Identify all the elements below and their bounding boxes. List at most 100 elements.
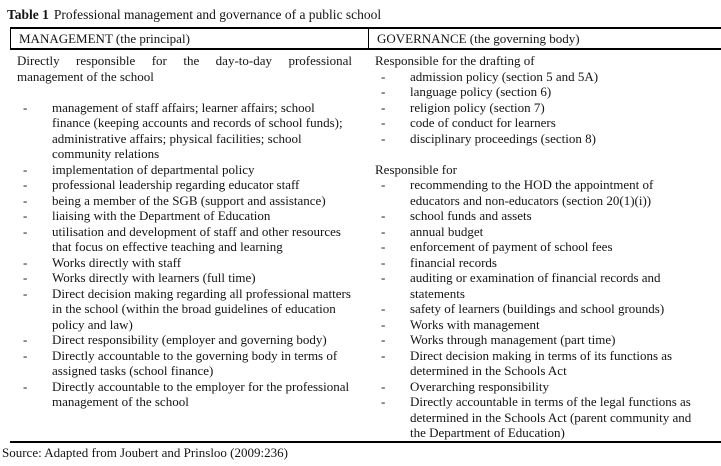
management-column: Directly responsible for the day-to-day …: [10, 50, 368, 441]
bullet-dash-icon: -: [381, 239, 386, 254]
bullet-item: - admission policy (section 5 and 5A): [375, 69, 706, 85]
bullet-item: - being a member of the SGB (support and …: [17, 193, 352, 209]
bullet-item: - Works directly with staff: [17, 255, 352, 271]
bullet-text: Works with management: [410, 316, 540, 332]
bullet-item: - school funds and assets: [375, 208, 706, 224]
bullet-dash-icon: -: [23, 285, 28, 301]
paragraph: Responsible for: [375, 161, 457, 177]
bullet-item: - auditing or examination of financial re…: [375, 270, 706, 301]
governance-column: Responsible for the drafting of - admissio…: [368, 50, 721, 441]
bullet-text: being a member of the SGB (support and a…: [52, 192, 326, 208]
bullet-dash-icon: -: [381, 347, 386, 363]
bullet-item: - Works with management: [375, 317, 706, 333]
bullet-text: code of conduct for learners: [410, 115, 556, 130]
bullet-dash-icon: -: [381, 68, 386, 84]
bullet-text: implementation of departmental policy: [52, 161, 255, 177]
bullet-dash-icon: -: [23, 208, 28, 223]
bullet-item: - disciplinary proceedings (section 8): [375, 131, 706, 147]
bullet-dash-icon: -: [381, 301, 386, 316]
bullet-text: disciplinary proceedings (section 8): [410, 130, 596, 146]
bullet-text: safety of learners (buildings and school…: [410, 301, 665, 316]
bullet-text: Direct decision making in terms of its f…: [410, 347, 673, 379]
bullet-text: utilisation and development of staff and…: [52, 223, 341, 255]
bullet-dash-icon: -: [381, 130, 386, 146]
bullet-text: liaising with the Department of Educatio…: [52, 208, 271, 223]
bullet-dash-icon: -: [23, 270, 28, 285]
blank-line: [17, 84, 352, 100]
bullet-text: language policy (section 6): [410, 84, 552, 99]
bullet-item: - religion policy (section 7): [375, 100, 706, 116]
bullet-dash-icon: -: [381, 84, 386, 99]
bullet-text: Works directly with learners (full time): [52, 270, 256, 285]
bullet-text: Directly accountable to the governing bo…: [52, 347, 338, 379]
blank-line: [375, 146, 706, 162]
table-header-row: MANAGEMENT (the principal) GOVERNANCE (t…: [10, 29, 721, 50]
bullet-item: - Directly accountable to the employer fo…: [17, 379, 352, 410]
bullet-dash-icon: -: [381, 270, 386, 285]
bullet-dash-icon: -: [381, 332, 386, 347]
bullet-text: Direct decision making regarding all pro…: [52, 285, 351, 332]
bullet-dash-icon: -: [23, 332, 28, 347]
bullet-item: - management of staff affairs; learner af…: [17, 100, 352, 162]
bullet-text: Works through management (part time): [410, 332, 616, 347]
bullet-dash-icon: -: [23, 347, 28, 363]
bullet-text: recommending to the HOD the appointment …: [410, 177, 654, 208]
bullet-dash-icon: -: [381, 316, 386, 332]
bullet-text: admission policy (section 5 and 5A): [410, 68, 599, 84]
header-cell-management: MANAGEMENT (the principal): [10, 29, 368, 48]
bullet-dash-icon: -: [23, 161, 28, 177]
bullet-text: financial records: [410, 254, 497, 270]
table-title: Table 1 Professional management and gover…: [0, 0, 721, 24]
table-body-row: Directly responsible for the day-to-day …: [10, 50, 721, 443]
bullet-item: - safety of learners (buildings and schoo…: [375, 301, 706, 317]
bullet-item: - liaising with the Department of Educati…: [17, 208, 352, 224]
bullet-text: Directly accountable to the employer for…: [52, 378, 350, 410]
bullet-dash-icon: -: [381, 394, 386, 409]
bullet-dash-icon: -: [381, 378, 386, 394]
bullet-item: - Direct decision making in terms of its …: [375, 348, 706, 379]
bullet-dash-icon: -: [23, 99, 28, 115]
bullet-dash-icon: -: [381, 223, 386, 239]
bullet-item: - professional leadership regarding educa…: [17, 177, 352, 193]
bullet-text: auditing or examination of financial rec…: [410, 270, 661, 301]
bullet-item: - Directly accountable in terms of the le…: [375, 394, 706, 441]
bullet-dash-icon: -: [23, 192, 28, 208]
bullet-item: - language policy (section 6): [375, 84, 706, 100]
bullet-item: - Works directly with learners (full time…: [17, 270, 352, 286]
bullet-dash-icon: -: [23, 177, 28, 192]
bullet-text: religion policy (section 7): [410, 99, 545, 115]
bullet-dash-icon: -: [23, 254, 28, 270]
paragraph: Responsible for the drafting of: [375, 53, 535, 68]
bullet-dash-icon: -: [381, 99, 386, 115]
bullet-text: Directly accountable in terms of the leg…: [410, 394, 692, 440]
bullet-item: - annual budget: [375, 224, 706, 240]
table-caption: Professional management and governance o…: [53, 7, 382, 22]
bullet-text: professional leadership regarding educat…: [52, 177, 300, 192]
bullet-text: Direct responsibility (employer and gove…: [52, 332, 327, 347]
header-cell-governance: GOVERNANCE (the governing body): [368, 29, 721, 48]
bullet-text: management of staff affairs; learner aff…: [52, 99, 343, 162]
bullet-item: - recommending to the HOD the appointment…: [375, 177, 706, 208]
bullet-item: - code of conduct for learners: [375, 115, 706, 131]
management-governance-table: MANAGEMENT (the principal) GOVERNANCE (t…: [10, 27, 721, 443]
bullet-item: - Overarching responsibility: [375, 379, 706, 395]
bullet-dash-icon: -: [381, 254, 386, 270]
bullet-item: - implementation of departmental policy: [17, 162, 352, 178]
table-number: Table 1: [7, 7, 49, 22]
bullet-item: - Direct responsibility (employer and gov…: [17, 332, 352, 348]
paragraph: Directly responsible for the day-to-day …: [17, 53, 352, 84]
bullet-item: - Directly accountable to the governing b…: [17, 348, 352, 379]
bullet-item: - financial records: [375, 255, 706, 271]
bullet-text: annual budget: [410, 223, 484, 239]
bullet-text: Works directly with staff: [52, 254, 182, 270]
bullet-dash-icon: -: [381, 115, 386, 130]
bullet-text: school funds and assets: [410, 208, 532, 223]
bullet-dash-icon: -: [381, 208, 386, 223]
bullet-item: - Works through management (part time): [375, 332, 706, 348]
bullet-text: Overarching responsibility: [410, 378, 549, 394]
bullet-dash-icon: -: [23, 378, 28, 394]
bullet-item: - Direct decision making regarding all pr…: [17, 286, 352, 333]
bullet-text: enforcement of payment of school fees: [410, 239, 613, 254]
bullet-item: - enforcement of payment of school fees: [375, 239, 706, 255]
